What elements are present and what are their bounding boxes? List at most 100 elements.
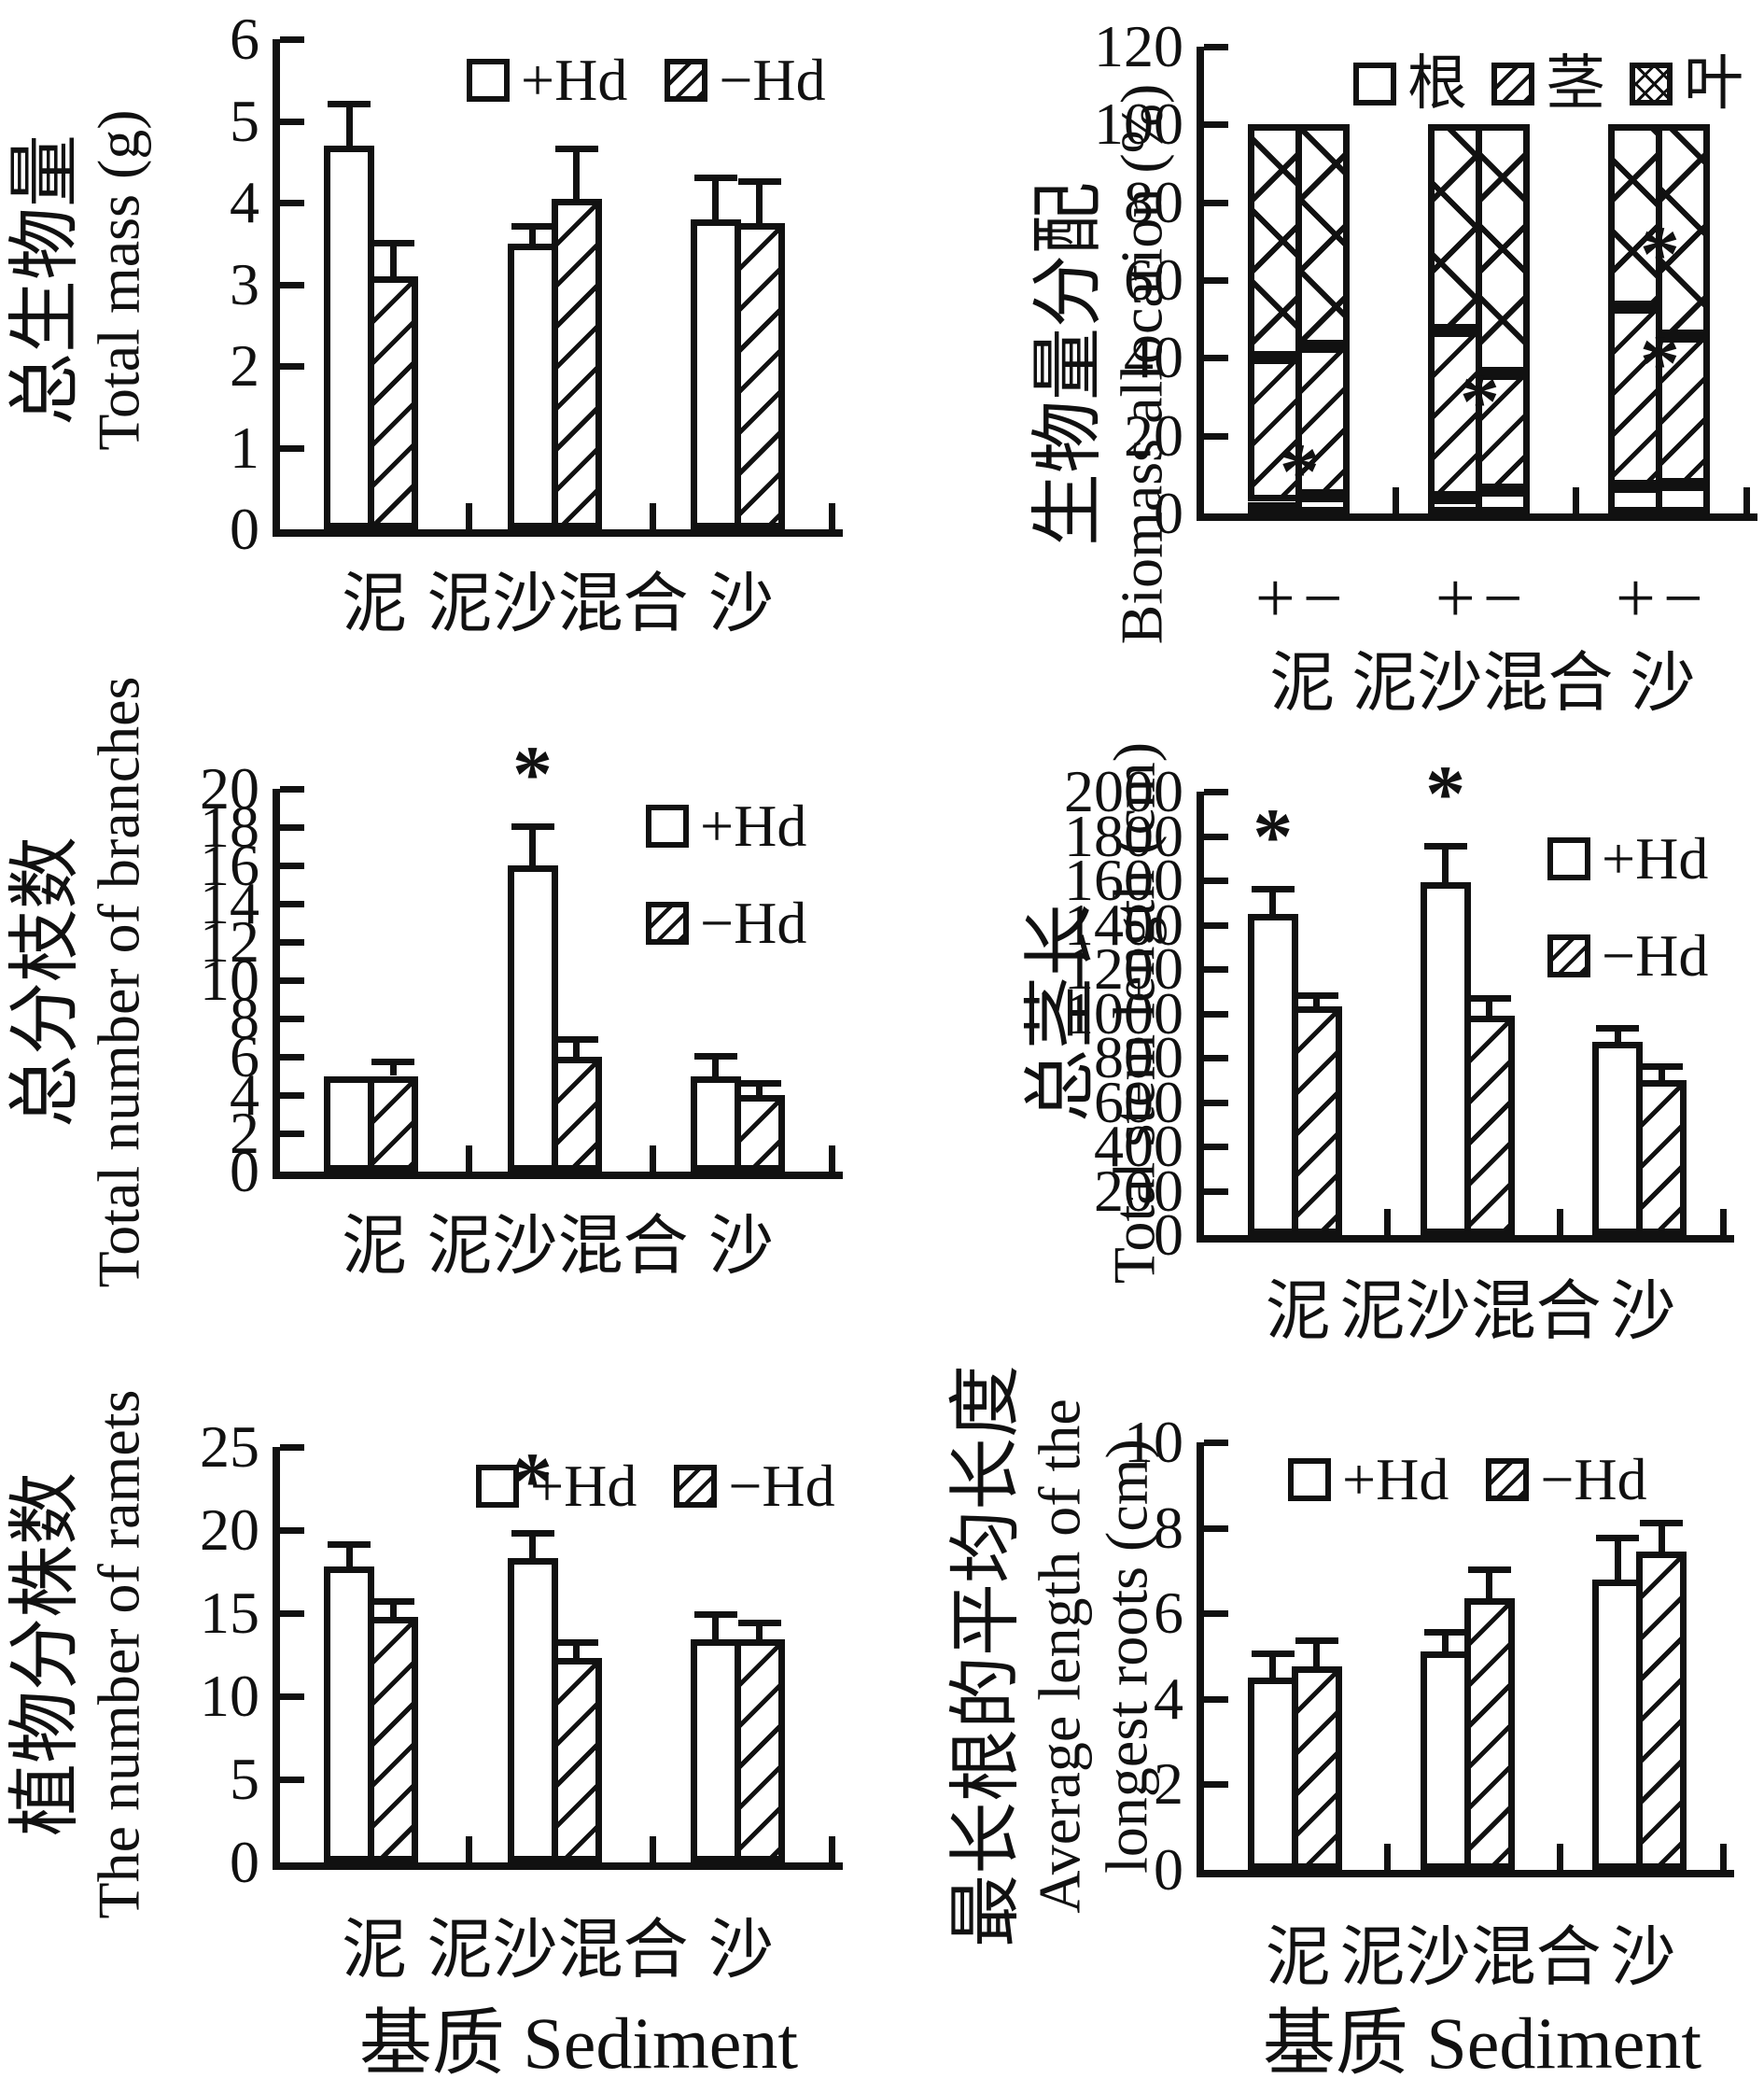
legend-item-+Hd: +Hd: [1288, 1450, 1449, 1510]
treatment-sign-label: −: [1662, 559, 1703, 638]
segment-biomass-allocation-泥-−-茎: [1295, 345, 1351, 497]
y-tick: [280, 1131, 304, 1137]
y-tick: [280, 1777, 304, 1783]
error-bar-stem: [1442, 847, 1449, 883]
legend-label: −Hd: [719, 47, 826, 113]
legend-item-+Hd: +Hd: [1547, 829, 1708, 889]
y-tick: [1204, 44, 1228, 50]
bar-total-mass-泥沙混合-+Hd: [507, 243, 558, 529]
legend-item-根: 根: [1353, 54, 1467, 114]
y-axis-title-cn: 总生物量: [4, 134, 86, 427]
error-bar-cap: [737, 178, 781, 186]
bar-root-length-沙-+Hd: [1592, 1579, 1644, 1870]
x-separator-tick: [466, 1836, 473, 1862]
error-bar-stem: [1658, 1524, 1665, 1552]
x-separator-tick: [1720, 1209, 1727, 1235]
segment-biomass-allocation-沙-−-茎: [1656, 336, 1711, 485]
error-bar-stem: [345, 1545, 353, 1567]
y-tick: [280, 444, 304, 452]
legend-label: +Hd: [1342, 1446, 1449, 1512]
y-tick: [1204, 833, 1228, 840]
legend-label: −Hd: [1602, 922, 1709, 989]
bar-stem-length-泥-+Hd: [1247, 913, 1298, 1235]
y-tick: [280, 1092, 304, 1099]
legend-label: −Hd: [700, 890, 807, 956]
y-tick: [280, 1016, 304, 1022]
x-separator-tick: [1384, 1844, 1392, 1870]
significance-star: *: [512, 729, 553, 819]
error-bar-cap: [737, 1079, 781, 1087]
plot-area: 0 20 40 60 80 100 120 泥泥沙混合沙根茎叶 + − * + − * + − * *: [1094, 17, 1757, 717]
error-bar-stem: [1269, 889, 1277, 914]
bar-ramets-泥-+Hd: [324, 1566, 375, 1862]
category-label: 沙: [1610, 1276, 1676, 1348]
plot-area: 0 2 4 6 8 10 泥泥沙混合沙 +Hd −Hd: [1124, 1412, 1734, 1991]
x-axis-title-right: 基质 Sediment: [1262, 2002, 1702, 2084]
error-bar-cap: [1423, 843, 1467, 850]
error-bar-cap: [554, 1035, 598, 1043]
error-bar-cap: [1251, 885, 1295, 892]
y-tick-label: 4: [230, 169, 259, 235]
category-label: 泥: [1265, 1922, 1331, 1994]
category-label: 泥: [1265, 1276, 1331, 1348]
bar-root-length-泥沙混合-−Hd: [1463, 1598, 1515, 1870]
x-separator-tick: [649, 503, 656, 529]
legend-label: 根: [1407, 50, 1467, 117]
y-tick: [1204, 1440, 1228, 1446]
significance-star: *: [1279, 427, 1320, 517]
y-tick-label: 14: [200, 870, 259, 936]
y-tick-label: 40: [1124, 324, 1183, 391]
bar-branches-泥-+Hd: [324, 1075, 375, 1172]
error-bar-cap: [737, 1619, 781, 1626]
legend-label: +Hd: [530, 1453, 637, 1519]
significance-star: *: [1459, 357, 1500, 447]
y-tick-label: 0: [1154, 480, 1183, 546]
x-separator-tick: [829, 503, 835, 529]
y-tick-label: 6: [1154, 1580, 1183, 1647]
bar-ramets-泥沙混合-−Hd: [551, 1658, 602, 1862]
y-tick: [280, 36, 304, 43]
y-tick-label: 1200: [1064, 935, 1183, 1002]
error-bar-cap: [693, 174, 737, 181]
y-tick-label: 4: [1154, 1665, 1183, 1732]
legend-swatch-diag-icon: [1491, 63, 1534, 105]
x-separator-tick: [1557, 1209, 1563, 1235]
error-bar-stem: [1486, 1570, 1493, 1599]
category-label: 沙: [1630, 648, 1696, 720]
error-bar-cap: [371, 239, 415, 246]
x-axis-title-left: 基质 Sediment: [358, 2002, 799, 2084]
x-separator-tick: [1743, 487, 1750, 513]
category-label: 沙: [707, 1211, 774, 1283]
legend-label: −Hd: [1540, 1446, 1647, 1512]
y-tick: [1204, 1010, 1228, 1018]
y-tick-label: 100: [1094, 91, 1183, 158]
y-tick-label: 0: [1154, 1201, 1183, 1268]
error-bar-stem: [1442, 1632, 1449, 1652]
y-tick-label: 2: [230, 332, 259, 399]
legend-swatch-diag-icon: [665, 59, 708, 102]
plot-area: 0 1 2 3 4 5 6 泥泥沙混合沙 +Hd −Hd: [230, 9, 843, 638]
legend-item-叶: 叶: [1630, 54, 1743, 114]
x-axis-line: [273, 1862, 843, 1870]
legend: 根茎叶: [1353, 54, 1743, 114]
significance-star: *: [1425, 749, 1466, 839]
legend-item-−Hd: −Hd: [1547, 926, 1708, 986]
legend-item-−Hd: −Hd: [646, 893, 806, 953]
category-label: 泥: [1269, 648, 1336, 720]
error-bar-stem: [573, 1039, 580, 1057]
error-bar-cap: [371, 1597, 415, 1605]
legend-swatch-plain-icon: [646, 805, 689, 848]
legend-swatch-plain-icon: [467, 59, 510, 102]
error-bar-cap: [328, 1541, 371, 1549]
y-tick-label: 3: [230, 250, 259, 317]
error-bar-cap: [554, 146, 598, 153]
bar-branches-泥-−Hd: [368, 1075, 419, 1172]
treatment-sign-label: +: [1615, 559, 1656, 638]
segment-biomass-allocation-沙-+-茎: [1608, 307, 1663, 486]
bar-ramets-沙-−Hd: [734, 1639, 785, 1862]
y-tick-label: 0: [1154, 1836, 1183, 1903]
legend-swatch-cross-icon: [1630, 63, 1673, 105]
legend-label: 叶: [1684, 50, 1743, 117]
treatment-sign-label: −: [1302, 559, 1343, 638]
